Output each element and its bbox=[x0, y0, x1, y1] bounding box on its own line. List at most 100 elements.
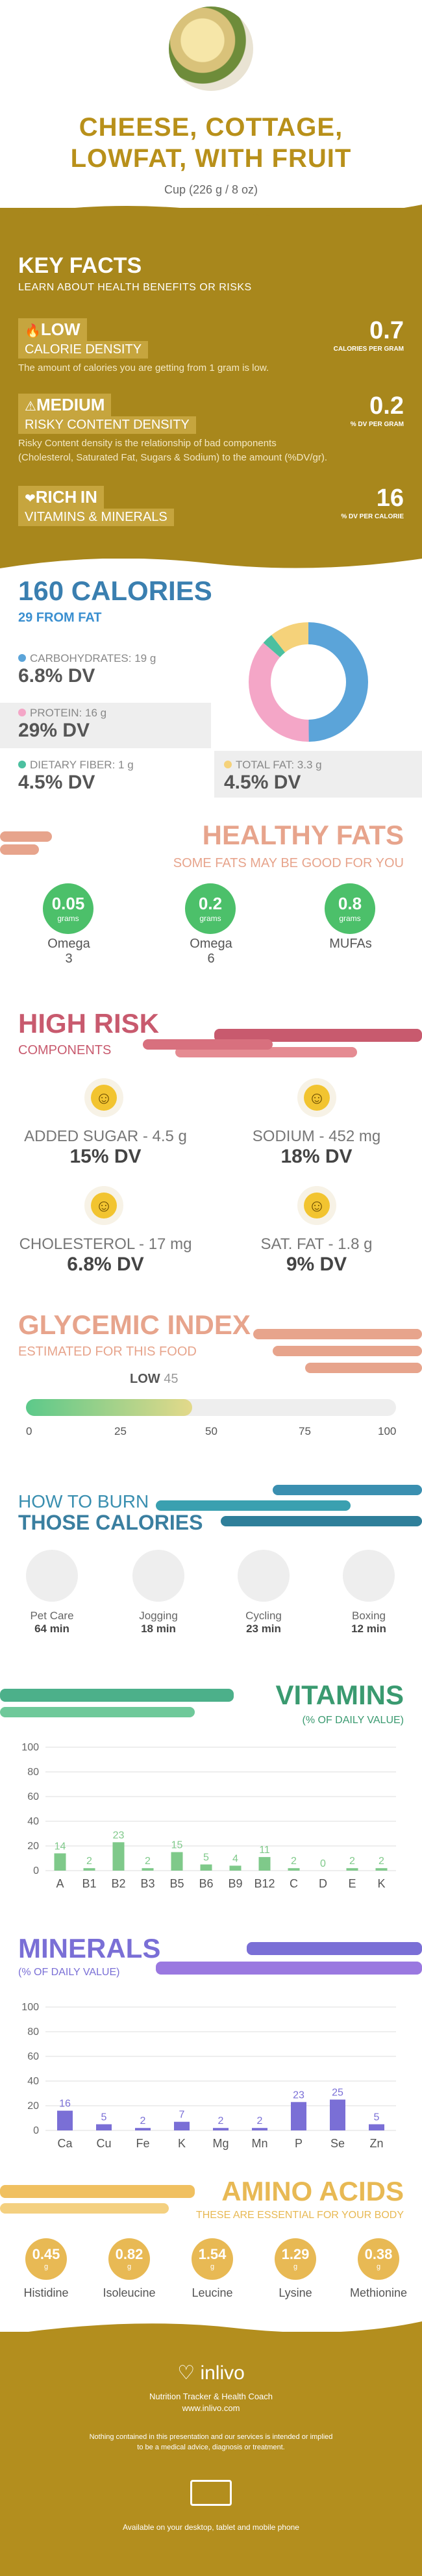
sat-fat-label: SAT. FAT - 1.8 g bbox=[260, 1235, 373, 1253]
page-title-line1: CHEESE, COTTAGE, bbox=[79, 113, 343, 142]
minerals-ytick: 40 bbox=[27, 2076, 39, 2087]
calorie-density-label: CALORIE DENSITY bbox=[18, 341, 149, 359]
minerals-bar-P bbox=[291, 2102, 306, 2130]
minerals-category-label: Mn bbox=[251, 2137, 267, 2150]
cycling-label: Cycling bbox=[245, 1610, 282, 1622]
key-facts-subheading: LEARN ABOUT HEALTH BENEFITS OR RISKS bbox=[18, 282, 252, 293]
amino-value: 0.82 bbox=[115, 2246, 143, 2262]
vitamins-category-label: B3 bbox=[140, 1877, 155, 1890]
risky-density-value: 0.2 bbox=[369, 392, 404, 420]
calorie-density-desc: The amount of calories you are getting f… bbox=[18, 362, 269, 373]
omega3-bubble: 0.05 grams bbox=[43, 883, 93, 934]
cycling-icon bbox=[238, 1550, 290, 1602]
amino-name: Methionine bbox=[349, 2286, 408, 2299]
high-risk-heading: HIGH RISK bbox=[18, 1008, 160, 1039]
glycemic-heading: GLYCEMIC INDEX bbox=[18, 1309, 251, 1340]
heart-icon: ♡ bbox=[177, 2362, 195, 2384]
vitamins-bar-B1 bbox=[83, 1868, 95, 1871]
minerals-value-label: 2 bbox=[257, 2115, 263, 2127]
amino-bubble: 1.54 g bbox=[192, 2238, 233, 2280]
risky-density-level: ⚠MEDIUM bbox=[18, 394, 112, 416]
vitamins-bar-B2 bbox=[112, 1842, 125, 1871]
amino-unit: g bbox=[293, 2263, 298, 2271]
vitamins-chart: 02040608010014A2B123B22B315B55B64B911B12… bbox=[21, 1742, 396, 1890]
minerals-ytick: 20 bbox=[27, 2101, 39, 2112]
minerals-chart: 0 20 40 60 80 100 16 Ca 5 Cu 2 Fe 7 K 2 Mg 2 Mn 23 P 25 Se 5 Zn bbox=[21, 2002, 396, 2150]
key-facts-wave-bottom bbox=[0, 549, 422, 568]
key-facts-wave-top bbox=[0, 205, 422, 224]
vitamins-bar-C bbox=[288, 1868, 300, 1871]
glycemic-tick: 25 bbox=[114, 1425, 127, 1437]
minerals-value-label: 2 bbox=[218, 2115, 224, 2127]
omega6-bubble: 0.2 grams bbox=[185, 883, 236, 934]
vitamins-category-label: B1 bbox=[82, 1877, 96, 1890]
minerals-bar-K bbox=[174, 2121, 190, 2130]
minerals-bar-Se bbox=[330, 2099, 345, 2130]
vitamins-bar-B9 bbox=[229, 1865, 242, 1871]
footer-url[interactable]: www.inlivo.com bbox=[182, 2403, 240, 2413]
available-text: Available on your desktop, tablet and mo… bbox=[123, 2523, 299, 2532]
glycemic-tick: 100 bbox=[378, 1425, 397, 1437]
amino-unit: g bbox=[376, 2263, 381, 2271]
vitamins-category-label: B9 bbox=[228, 1877, 242, 1890]
jogging-icon bbox=[132, 1550, 184, 1602]
vitamins-value-label: 4 bbox=[232, 1853, 238, 1864]
vitamins-category-label: A bbox=[56, 1877, 64, 1890]
vitamins-unit: % DV PER CALORIE bbox=[341, 513, 404, 520]
vitamins-bar-A bbox=[54, 1853, 66, 1871]
vitamins-value-label: 23 bbox=[113, 1830, 125, 1841]
pet-care-icon bbox=[26, 1550, 78, 1602]
vitamins-category-label: E bbox=[348, 1877, 356, 1890]
minerals-ytick: 100 bbox=[21, 2002, 39, 2013]
amino-value: 0.45 bbox=[32, 2246, 60, 2262]
vitamins-value-label: 15 bbox=[171, 1840, 183, 1851]
smiley-icon: ☺ bbox=[84, 1186, 123, 1225]
amino-value: 0.38 bbox=[364, 2246, 393, 2262]
fiber-label: DIETARY FIBER: 1 g bbox=[18, 759, 134, 772]
vitamins-label: VITAMINS & MINERALS bbox=[18, 509, 174, 526]
risky-density-label: RISKY CONTENT DENSITY bbox=[18, 416, 196, 434]
pet-care-label: Pet Care bbox=[30, 1610, 74, 1622]
fat-label: TOTAL FAT: 3.3 g bbox=[224, 759, 322, 772]
vitamins-category-label: B2 bbox=[111, 1877, 125, 1890]
minerals-category-label: Zn bbox=[369, 2137, 383, 2150]
protein-label: PROTEIN: 16 g bbox=[18, 707, 106, 720]
carbs-dv: 6.8% DV bbox=[18, 665, 95, 687]
minerals-value-label: 5 bbox=[374, 2112, 380, 2123]
glycemic-tick: 50 bbox=[205, 1425, 217, 1437]
amino-name: Histidine bbox=[23, 2286, 69, 2299]
vitamins-category-label: C bbox=[290, 1877, 298, 1890]
minerals-category-label: K bbox=[178, 2137, 186, 2150]
amino-unit: g bbox=[127, 2263, 132, 2271]
brand: ♡ inlivo bbox=[177, 2362, 245, 2384]
smiley-icon: ☺ bbox=[297, 1078, 336, 1117]
added-sugar-dv: 15% DV bbox=[69, 1146, 142, 1167]
food-image bbox=[169, 6, 253, 91]
risky-density-desc: Risky Content density is the relationshi… bbox=[18, 438, 328, 463]
amino-name: Lysine bbox=[279, 2286, 312, 2299]
amino-item: 0.82 g Isoleucine bbox=[93, 2238, 165, 2300]
vitamins-category-label: K bbox=[377, 1877, 385, 1890]
vitamins-category-label: B12 bbox=[254, 1877, 275, 1890]
minerals-sub: (% OF DAILY VALUE) bbox=[18, 1967, 120, 1978]
cholesterol-label: CHOLESTEROL - 17 mg bbox=[19, 1235, 192, 1253]
calorie-density-level: 🔥LOW bbox=[18, 318, 87, 341]
vitamins-ytick: 40 bbox=[27, 1816, 39, 1827]
minerals-category-label: Se bbox=[330, 2137, 345, 2150]
glycemic-fill bbox=[26, 1399, 192, 1416]
healthy-fats-sub: SOME FATS MAY BE GOOD FOR YOU bbox=[173, 856, 404, 870]
minerals-ytick: 80 bbox=[27, 2027, 39, 2038]
vitamins-ytick: 20 bbox=[27, 1841, 39, 1852]
minerals-bar-Ca bbox=[57, 2110, 73, 2130]
amino-item: 0.38 g Methionine bbox=[343, 2238, 414, 2300]
vitamins-bar-K bbox=[375, 1868, 388, 1871]
smiley-icon: ☺ bbox=[297, 1186, 336, 1225]
amino-value: 1.54 bbox=[198, 2246, 227, 2262]
disclaimer-1: Nothing contained in this presentation a… bbox=[89, 2433, 333, 2441]
vitamins-ytick: 60 bbox=[27, 1791, 39, 1802]
minerals-category-label: Cu bbox=[96, 2137, 111, 2150]
pet-care-time: 64 min bbox=[34, 1623, 69, 1635]
sodium-dv: 18% DV bbox=[280, 1146, 353, 1167]
carbs-label: CARBOHYDRATES: 19 g bbox=[18, 652, 156, 665]
burn-heading2: THOSE CALORIES bbox=[18, 1511, 203, 1534]
